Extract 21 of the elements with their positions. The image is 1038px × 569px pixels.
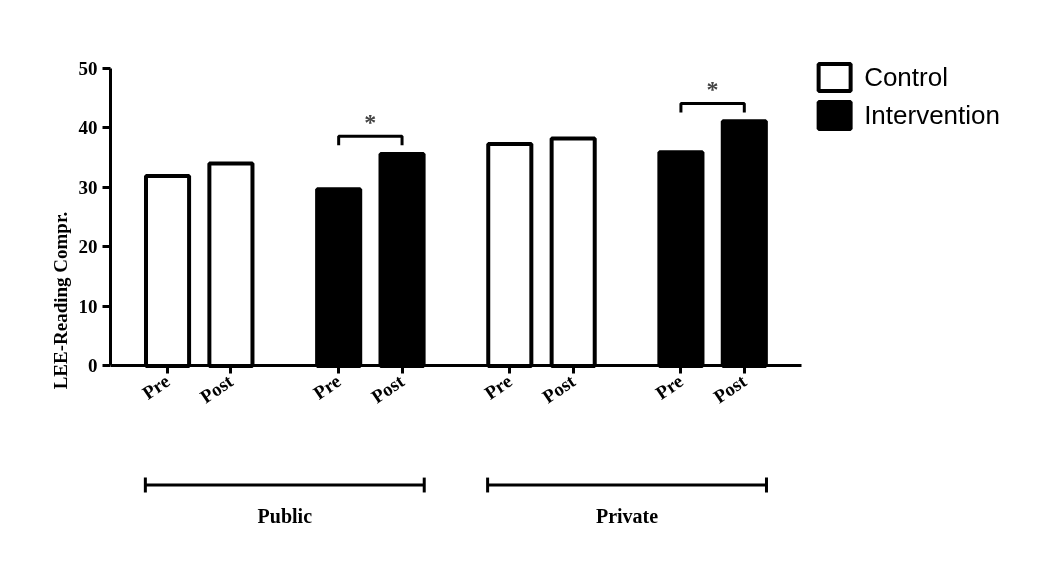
y-tick-label: 50 [78, 57, 98, 79]
x-tick-label: Post [367, 369, 409, 408]
y-tick-label: 20 [78, 236, 98, 258]
legend-label: Control [864, 61, 948, 93]
x-tick-label: Post [538, 369, 580, 408]
y-tick-label: 40 [78, 117, 98, 139]
x-tick-label: Pre [309, 370, 345, 404]
x-tick-label: Post [709, 369, 751, 408]
x-tick-label: Pre [480, 370, 516, 404]
text: Private [595, 504, 659, 527]
annotation: * [364, 108, 377, 135]
text: Public [257, 504, 313, 527]
y-tick-label: 30 [78, 176, 98, 198]
x-tick-label: Post [196, 369, 238, 408]
legend-label: Intervention [864, 99, 1000, 131]
y-tick-label: 0 [88, 355, 98, 377]
y-tick-label: 10 [78, 295, 98, 317]
x-tick-label: Pre [138, 370, 174, 404]
y-axis-title: LEE-Reading Compr. [49, 211, 71, 390]
x-tick-label: Pre [651, 370, 687, 404]
annotation: * [706, 75, 719, 102]
